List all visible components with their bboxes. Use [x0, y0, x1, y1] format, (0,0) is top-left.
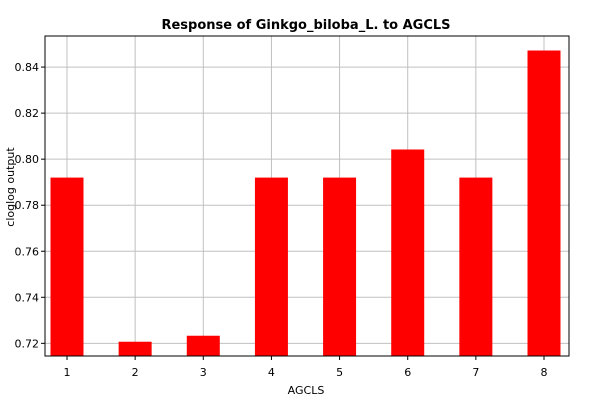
plot-area-frame	[44, 35, 570, 357]
bar-7	[459, 177, 493, 356]
y-tick-label: 0.82	[15, 107, 40, 120]
y-tick-label: 0.72	[15, 337, 40, 350]
y-tick-label: 0.76	[15, 245, 40, 258]
bar-8	[527, 50, 561, 356]
bar-2	[118, 341, 152, 356]
bar-6	[391, 149, 425, 356]
y-axis-label: cloglog output	[4, 147, 17, 227]
x-tick-label: 5	[336, 366, 343, 379]
x-tick-label: 1	[64, 366, 71, 379]
y-tick-label: 0.80	[15, 153, 40, 166]
x-tick-label: 6	[404, 366, 411, 379]
x-axis-label: AGCLS	[288, 384, 325, 397]
chart-title: Response of Ginkgo_biloba_L. to AGCLS	[161, 18, 450, 33]
x-axis-ticks: 1 2 3 4 5 6 7 8	[64, 356, 548, 379]
bar-5	[323, 177, 357, 356]
y-tick-label: 0.84	[15, 61, 40, 74]
x-tick-label: 8	[541, 366, 548, 379]
bar-1	[50, 177, 84, 356]
y-tick-label: 0.74	[15, 291, 40, 304]
bar-3	[186, 335, 220, 356]
y-axis-ticks: 0.72 0.74 0.76 0.78 0.80 0.82 0.84	[15, 61, 45, 350]
bar-4	[254, 177, 288, 356]
bars	[50, 50, 561, 356]
y-tick-label: 0.78	[15, 199, 40, 212]
x-tick-label: 3	[200, 366, 207, 379]
x-tick-label: 7	[472, 366, 479, 379]
x-tick-label: 4	[268, 366, 275, 379]
x-tick-label: 2	[132, 366, 139, 379]
